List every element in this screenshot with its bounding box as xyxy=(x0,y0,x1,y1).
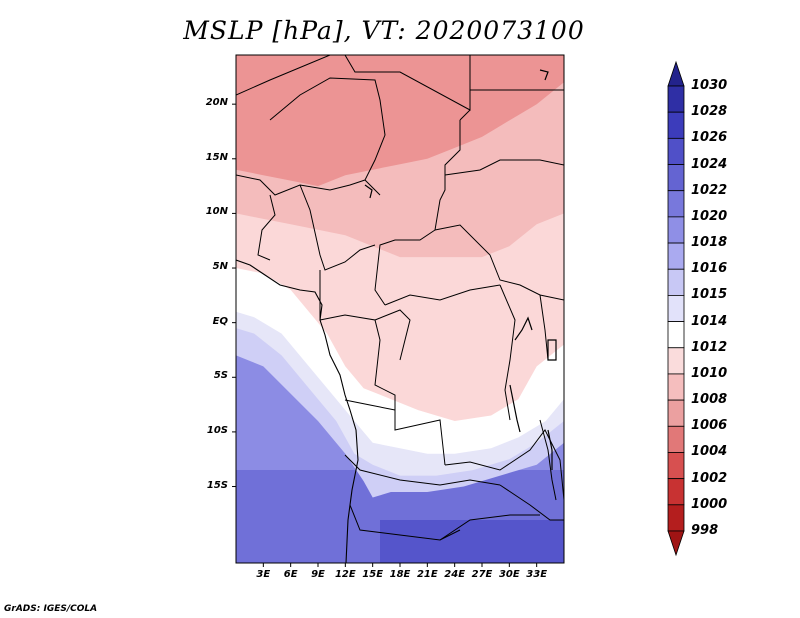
border-line xyxy=(459,109,471,121)
contour-1008 xyxy=(236,55,564,187)
colorbar-label: 1014 xyxy=(691,313,728,329)
border-line xyxy=(319,270,446,466)
colorbar-segment xyxy=(667,190,685,218)
field-southeast-high xyxy=(380,520,564,563)
footer-credit: GrADS: IGES/COLA xyxy=(4,604,98,614)
colorbar-segment xyxy=(667,164,685,192)
colorbar-label: 1012 xyxy=(691,339,728,355)
lon-tick-label: 9E xyxy=(311,569,325,580)
lake-chad xyxy=(364,184,373,199)
colorbar-segment xyxy=(667,137,685,165)
colorbar-segment xyxy=(667,216,685,244)
colorbar-segment xyxy=(667,399,685,427)
lat-tick-label: 10N xyxy=(205,206,228,218)
lon-tick-label: 21E xyxy=(416,569,438,580)
border-line xyxy=(269,77,386,196)
lake-tanganyika xyxy=(509,384,521,433)
lat-tick-label: 15S xyxy=(206,479,228,491)
colorbar-segment xyxy=(667,268,685,296)
colorbar-label: 1020 xyxy=(691,208,728,224)
colorbar-segment xyxy=(667,478,685,506)
pressure-field xyxy=(236,55,564,563)
colorbar-label: 1008 xyxy=(691,392,728,408)
lon-tick-label: 18E xyxy=(389,569,411,580)
lake-nasser xyxy=(539,69,549,81)
lat-tick-label: 10S xyxy=(206,424,228,436)
colorbar-label: 1004 xyxy=(691,444,728,460)
border-line xyxy=(236,55,331,96)
lat-tick-label: 5S xyxy=(213,370,228,382)
lon-tick-label: 12E xyxy=(334,569,356,580)
colorbar-label: 1006 xyxy=(691,418,728,434)
border-line xyxy=(499,284,516,421)
colorbar-label: 998 xyxy=(691,523,719,538)
coastline xyxy=(236,259,359,563)
border-line xyxy=(344,399,396,411)
border-line xyxy=(384,284,501,306)
colorbar-segment xyxy=(667,347,685,375)
colorbar-label: 1018 xyxy=(691,235,728,251)
border-line xyxy=(444,159,564,176)
colorbar xyxy=(667,60,685,557)
colorbar-segment xyxy=(667,321,685,349)
border-line xyxy=(444,429,564,501)
colorbar-label: 1010 xyxy=(691,365,728,381)
lakes xyxy=(364,69,557,470)
lat-tick-label: EQ xyxy=(212,315,228,327)
colorbar-label: 1000 xyxy=(691,496,728,512)
lake-malawi xyxy=(547,429,553,470)
lon-tick-label: 33E xyxy=(526,569,548,580)
border-line xyxy=(299,184,376,271)
colorbar-segment xyxy=(667,242,685,270)
lon-tick-label: 27E xyxy=(471,569,493,580)
border-line xyxy=(539,294,549,361)
border-line xyxy=(539,419,557,501)
border-line xyxy=(344,454,501,486)
border-line xyxy=(257,194,276,261)
contour-layer xyxy=(236,55,564,498)
country-borders xyxy=(236,55,564,541)
colorbar-label: 1022 xyxy=(691,182,728,198)
lat-tick-marks xyxy=(232,103,236,488)
colorbar-segment xyxy=(667,373,685,401)
lat-tick-label: 20N xyxy=(205,97,228,109)
colorbar-label: 1026 xyxy=(691,130,728,146)
colorbar-segment xyxy=(667,85,685,113)
colorbar-label: 1024 xyxy=(691,156,728,172)
colorbar-cap-top xyxy=(667,60,685,87)
lon-tick-marks xyxy=(262,563,538,567)
lon-tick-label: 3E xyxy=(256,569,271,580)
border-line xyxy=(499,484,564,521)
lon-tick-label: 15E xyxy=(362,569,384,580)
colorbar-label: 1002 xyxy=(691,470,728,486)
colorbar-cap-bottom xyxy=(667,530,685,557)
lake-victoria xyxy=(547,339,557,361)
border-line xyxy=(344,55,471,111)
lon-tick-label: 6E xyxy=(283,569,298,580)
colorbar-segment xyxy=(667,111,685,139)
colorbar-label: 1028 xyxy=(691,104,728,120)
colorbar-segment xyxy=(667,452,685,480)
lat-tick-label: 15N xyxy=(205,151,228,163)
lake-albert xyxy=(514,316,533,341)
colorbar-label: 1016 xyxy=(691,261,728,277)
border-line xyxy=(349,504,461,541)
colorbar-segment xyxy=(667,425,685,453)
lon-tick-label: 24E xyxy=(444,569,466,580)
lat-tick-label: 5N xyxy=(212,261,228,273)
border-line xyxy=(374,309,411,361)
lon-tick-label: 30E xyxy=(498,569,520,580)
colorbar-label: 1030 xyxy=(691,78,728,93)
colorbar-segment xyxy=(667,504,685,532)
map-title: MSLP [hPa], VT: 2020073100 xyxy=(183,16,585,45)
colorbar-segment xyxy=(667,295,685,322)
border-line xyxy=(439,514,540,541)
colorbar-label: 1015 xyxy=(691,287,728,303)
